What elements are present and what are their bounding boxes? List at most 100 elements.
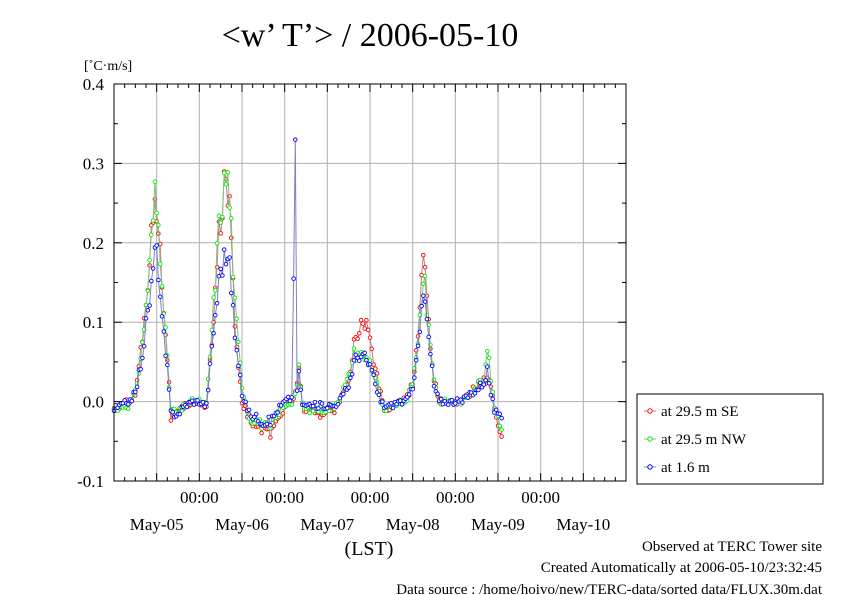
- data-point: [389, 400, 394, 406]
- data-point: [348, 375, 353, 381]
- data-point: [229, 235, 234, 241]
- data-point: [159, 284, 165, 289]
- data-point: [223, 181, 229, 187]
- data-point: [168, 418, 174, 423]
- data-point: [349, 372, 355, 377]
- data-point: [223, 261, 229, 267]
- data-point: [422, 273, 428, 279]
- data-point: [147, 303, 152, 308]
- legend-marker: [647, 464, 653, 470]
- data-point: [236, 363, 241, 369]
- data-point: [156, 277, 161, 283]
- data-point: [266, 414, 271, 420]
- y-tick-label: 0.0: [83, 393, 104, 412]
- data-point: [429, 363, 435, 369]
- data-point: [364, 357, 369, 363]
- data-point: [499, 434, 504, 439]
- data-point: [259, 430, 264, 436]
- data-point: [191, 402, 197, 407]
- x-time-label: 00:00: [436, 488, 475, 507]
- data-point: [230, 302, 236, 308]
- data-point: [145, 288, 151, 294]
- data-point: [268, 422, 273, 428]
- data-point: [229, 216, 234, 221]
- data-point: [218, 231, 223, 236]
- data-point: [424, 316, 430, 322]
- data-point: [220, 214, 225, 220]
- data-point: [312, 399, 318, 405]
- data-point: [376, 392, 382, 398]
- data-point: [211, 331, 216, 336]
- data-point: [138, 366, 143, 372]
- data-point: [367, 335, 373, 340]
- data-point: [296, 368, 302, 374]
- y-tick-label: 0.1: [83, 313, 104, 332]
- data-point: [230, 274, 236, 280]
- y-tick-label: 0.4: [83, 75, 105, 94]
- data-point: [150, 266, 156, 271]
- data-point: [236, 339, 241, 345]
- x-time-label: 00:00: [351, 488, 390, 507]
- data-point: [140, 339, 145, 345]
- data-point: [229, 290, 234, 296]
- data-point: [143, 316, 149, 321]
- data-point: [268, 435, 273, 440]
- data-point: [232, 295, 238, 301]
- data-point: [161, 329, 167, 334]
- data-point: [374, 371, 380, 376]
- data-point: [150, 218, 156, 223]
- data-point: [486, 355, 492, 361]
- data-point: [421, 293, 426, 298]
- data-point: [214, 241, 220, 246]
- data-point: [499, 415, 504, 421]
- data-point: [152, 179, 158, 184]
- x-time-label: 00:00: [180, 488, 219, 507]
- data-point: [346, 385, 351, 390]
- data-point: [355, 336, 360, 342]
- data-point: [415, 343, 421, 349]
- data-point: [412, 375, 417, 380]
- data-point: [218, 266, 223, 272]
- data-point: [149, 232, 154, 237]
- data-point: [213, 312, 218, 318]
- data-point: [159, 314, 165, 319]
- data-point: [351, 346, 357, 351]
- data-point: [234, 347, 239, 353]
- y-tick-label: 0.2: [83, 234, 104, 253]
- data-point: [207, 361, 213, 366]
- data-point: [294, 388, 300, 393]
- data-point: [341, 391, 346, 397]
- data-point: [371, 362, 376, 367]
- data-point: [289, 394, 295, 400]
- data-point: [373, 381, 378, 387]
- data-point: [165, 362, 170, 368]
- data-point: [195, 398, 200, 403]
- data-point: [216, 273, 222, 279]
- data-point: [125, 402, 131, 407]
- x-time-label: 00:00: [521, 488, 560, 507]
- data-point: [184, 404, 190, 410]
- data-point: [285, 394, 291, 400]
- data-point: [460, 400, 465, 405]
- legend-marker: [647, 436, 653, 442]
- footer-source: Data source : /home/hoivo/new/TERC-data/…: [396, 582, 823, 595]
- data-point: [499, 427, 504, 432]
- data-point: [227, 205, 232, 210]
- data-point: [307, 410, 312, 416]
- data-point: [438, 396, 444, 402]
- legend-marker: [647, 408, 653, 414]
- data-point: [373, 366, 378, 371]
- data-point: [202, 404, 207, 409]
- data-point: [365, 327, 371, 333]
- data-point: [147, 257, 152, 263]
- data-point: [367, 358, 373, 363]
- data-point: [497, 411, 503, 417]
- data-point: [481, 382, 487, 387]
- data-point: [157, 261, 163, 267]
- data-point: [431, 383, 437, 389]
- data-point: [218, 220, 223, 225]
- grid-lines: [114, 84, 626, 481]
- data-point: [209, 344, 215, 349]
- legend-label: at 29.5 m NW: [661, 432, 747, 448]
